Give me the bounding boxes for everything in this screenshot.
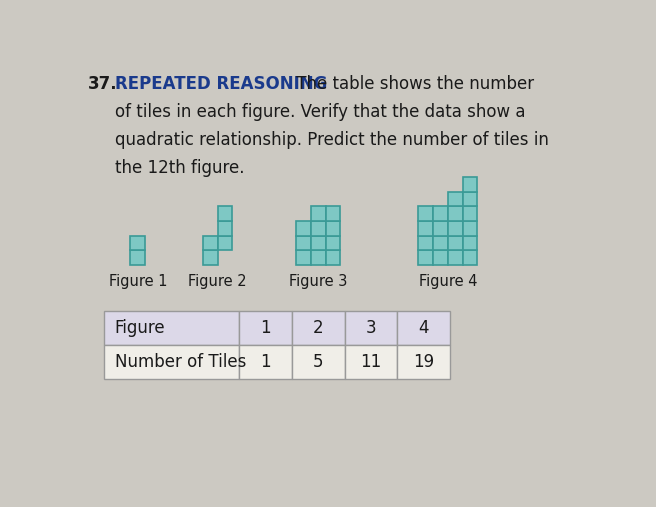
Bar: [419, 250, 433, 265]
Bar: [104, 345, 239, 379]
Bar: [311, 236, 326, 250]
Bar: [326, 206, 340, 221]
Bar: [239, 311, 292, 345]
Text: of tiles in each figure. Verify that the data show a: of tiles in each figure. Verify that the…: [115, 103, 525, 121]
Bar: [131, 236, 145, 250]
Bar: [218, 206, 232, 221]
Bar: [462, 236, 478, 250]
Bar: [448, 192, 462, 206]
Bar: [311, 221, 326, 236]
Bar: [311, 250, 326, 265]
Bar: [398, 311, 450, 345]
Text: 3: 3: [366, 319, 377, 337]
Bar: [311, 206, 326, 221]
Bar: [203, 250, 218, 265]
Bar: [297, 221, 311, 236]
Bar: [433, 206, 448, 221]
Bar: [131, 250, 145, 265]
Bar: [344, 311, 398, 345]
Text: Number of Tiles: Number of Tiles: [115, 353, 246, 371]
Text: the 12th figure.: the 12th figure.: [115, 159, 244, 176]
Text: Figure: Figure: [115, 319, 165, 337]
Bar: [433, 250, 448, 265]
Bar: [419, 206, 433, 221]
Bar: [218, 221, 232, 236]
Text: 4: 4: [419, 319, 429, 337]
Bar: [433, 236, 448, 250]
Bar: [292, 345, 344, 379]
Text: 19: 19: [413, 353, 434, 371]
Text: 11: 11: [360, 353, 382, 371]
Text: The table shows the number: The table shows the number: [291, 76, 535, 93]
Text: Figure 1: Figure 1: [108, 274, 167, 289]
Bar: [326, 250, 340, 265]
Bar: [448, 250, 462, 265]
Bar: [462, 177, 478, 192]
Bar: [462, 192, 478, 206]
Bar: [419, 236, 433, 250]
Bar: [104, 311, 239, 345]
Bar: [462, 250, 478, 265]
Text: quadratic relationship. Predict the number of tiles in: quadratic relationship. Predict the numb…: [115, 131, 548, 149]
Bar: [398, 345, 450, 379]
Text: 5: 5: [313, 353, 323, 371]
Text: 1: 1: [260, 319, 271, 337]
Bar: [297, 236, 311, 250]
Text: Figure 4: Figure 4: [419, 274, 477, 289]
Text: REPEATED REASONING: REPEATED REASONING: [115, 76, 327, 93]
Bar: [203, 236, 218, 250]
Bar: [326, 236, 340, 250]
Bar: [462, 221, 478, 236]
Text: 1: 1: [260, 353, 271, 371]
Bar: [326, 221, 340, 236]
Bar: [448, 221, 462, 236]
Text: 2: 2: [313, 319, 323, 337]
Bar: [292, 311, 344, 345]
Bar: [448, 236, 462, 250]
Bar: [297, 250, 311, 265]
Bar: [448, 206, 462, 221]
Bar: [239, 345, 292, 379]
Text: Figure 2: Figure 2: [188, 274, 247, 289]
Bar: [462, 206, 478, 221]
Text: Figure 3: Figure 3: [289, 274, 348, 289]
Text: 37.: 37.: [88, 76, 118, 93]
Bar: [419, 221, 433, 236]
Bar: [344, 345, 398, 379]
Bar: [433, 221, 448, 236]
Bar: [218, 236, 232, 250]
